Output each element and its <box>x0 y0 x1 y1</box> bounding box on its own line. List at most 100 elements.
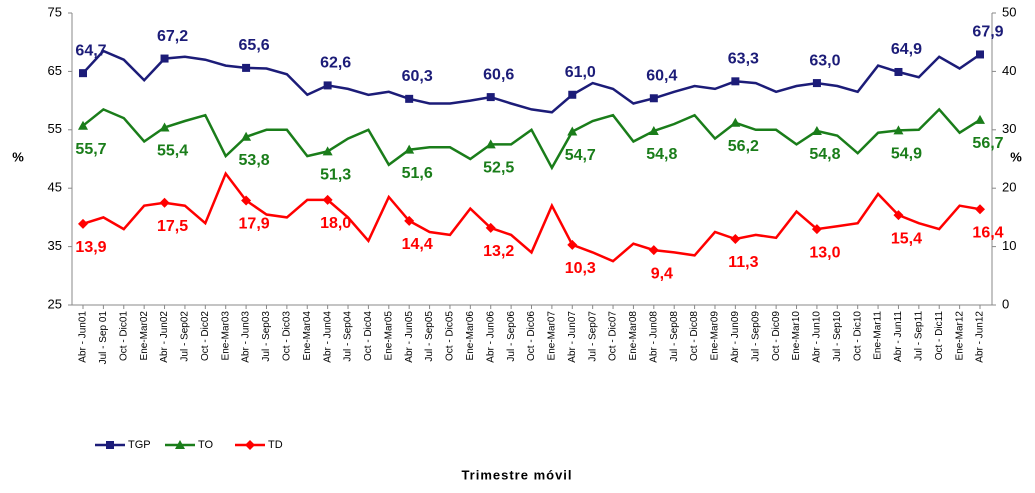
value-label: 55,4 <box>157 143 188 160</box>
x-tick-label: Ene-Mar05 <box>383 311 394 361</box>
x-tick-label: Jul - Sep09 <box>750 311 761 362</box>
value-label: 13,9 <box>75 239 106 256</box>
x-tick-label: Oct - Dic05 <box>445 311 456 361</box>
x-tick-label: Abr - Jun10 <box>812 311 823 363</box>
marker <box>159 122 170 132</box>
x-tick-label: Ene-Mar07 <box>547 311 558 361</box>
legend-label: TGP <box>128 439 151 451</box>
value-label: 61,0 <box>565 64 596 81</box>
marker <box>159 197 170 208</box>
value-label: 67,2 <box>157 28 188 45</box>
value-label: 10,3 <box>565 260 596 277</box>
value-label: 60,4 <box>646 67 677 84</box>
x-tick-label: Jul - Sep 01 <box>98 311 109 365</box>
marker <box>811 224 822 235</box>
x-tick-label: Jul - Sep02 <box>180 311 191 362</box>
y2-tick-label: 30 <box>1002 121 1016 136</box>
y-tick-label: 55 <box>48 121 62 136</box>
y2-tick-label: 0 <box>1002 296 1009 311</box>
legend-item: TGP <box>95 439 151 451</box>
x-tick-label: Ene-Mar11 <box>873 311 884 360</box>
x-tick-label: Ene-Mar12 <box>954 311 965 361</box>
value-label: 17,9 <box>239 216 270 233</box>
y2-axis-title: % <box>1010 149 1022 164</box>
x-tick-label: Oct - Dic06 <box>526 311 537 361</box>
value-label: 60,3 <box>402 68 433 85</box>
x-tick-label: Ene-Mar06 <box>465 311 476 361</box>
marker <box>78 218 88 229</box>
marker <box>975 204 985 215</box>
x-tick-label: Oct - Dic09 <box>771 311 782 361</box>
value-label: 9,4 <box>651 265 673 282</box>
marker <box>730 117 741 127</box>
marker <box>485 139 496 149</box>
marker <box>568 90 577 99</box>
marker <box>485 222 496 233</box>
x-tick-label: Oct - Dic08 <box>689 311 700 361</box>
value-label: 67,9 <box>972 24 1003 41</box>
value-label: 11,3 <box>728 254 758 271</box>
value-label: 63,0 <box>809 52 840 69</box>
marker <box>567 126 578 136</box>
value-label: 56,7 <box>972 135 1003 152</box>
legend-item: TO <box>165 439 214 451</box>
y2-tick-label: 10 <box>1002 238 1016 253</box>
value-label: 51,6 <box>402 165 433 182</box>
value-label: 51,3 <box>320 167 351 184</box>
marker <box>241 195 252 206</box>
value-label: 55,7 <box>75 141 106 158</box>
series-line <box>82 107 981 171</box>
x-tick-label: Abr - Jun07 <box>567 311 578 363</box>
value-label: 60,6 <box>483 66 514 83</box>
x-tick-label: Jul - Sep03 <box>261 311 272 362</box>
value-label: 52,5 <box>483 160 514 177</box>
x-tick-label: Jul - Sep10 <box>832 311 843 362</box>
x-tick-label: Abr - Jun05 <box>404 311 415 363</box>
legend-marker <box>245 440 255 450</box>
value-label: 63,3 <box>728 51 759 68</box>
x-tick-label: Oct - Dic11 <box>934 311 945 361</box>
legend-label: TO <box>198 439 214 451</box>
legend-marker <box>175 440 185 449</box>
value-label: 62,6 <box>320 55 351 72</box>
value-label: 53,8 <box>239 152 270 169</box>
x-tick-label: Ene-Mar10 <box>791 311 802 361</box>
series-line <box>82 49 981 114</box>
y2-tick-label: 50 <box>1002 4 1016 19</box>
y-tick-label: 45 <box>48 180 62 195</box>
x-tick-label: Abr - Jun08 <box>648 311 659 363</box>
marker <box>404 215 415 226</box>
value-label: 16,4 <box>972 224 1003 241</box>
x-tick-label: Abr - Jun06 <box>485 311 496 363</box>
x-tick-label: Oct - Dic07 <box>608 311 619 361</box>
x-tick-label: Jul - Sep04 <box>343 311 354 362</box>
marker <box>812 79 821 88</box>
value-label: 54,9 <box>891 146 922 163</box>
marker <box>976 50 984 59</box>
x-tick-label: Jul - Sep08 <box>669 311 680 362</box>
value-label: 13,0 <box>809 244 840 261</box>
x-tick-label: Oct - Dic02 <box>200 311 211 361</box>
marker <box>241 131 252 141</box>
marker <box>323 81 332 90</box>
legend-marker <box>106 441 114 449</box>
marker <box>322 194 333 205</box>
value-label: 56,2 <box>728 138 759 155</box>
marker <box>893 125 904 135</box>
y2-tick-label: 20 <box>1002 180 1016 195</box>
value-label: 15,4 <box>891 230 922 247</box>
y-tick-label: 25 <box>48 296 62 311</box>
x-tick-label: Abr - Jun11 <box>893 311 904 362</box>
value-label: 13,2 <box>483 243 514 260</box>
marker <box>731 77 740 86</box>
marker <box>648 245 659 256</box>
x-tick-label: Abr - Jun01 <box>78 311 89 363</box>
value-label: 64,7 <box>75 42 106 59</box>
marker <box>486 93 495 102</box>
marker <box>893 210 904 221</box>
value-label: 54,8 <box>646 146 677 163</box>
x-tick-label: Ene-Mar09 <box>710 311 721 361</box>
x-tick-label: Abr - Jun12 <box>975 311 986 363</box>
